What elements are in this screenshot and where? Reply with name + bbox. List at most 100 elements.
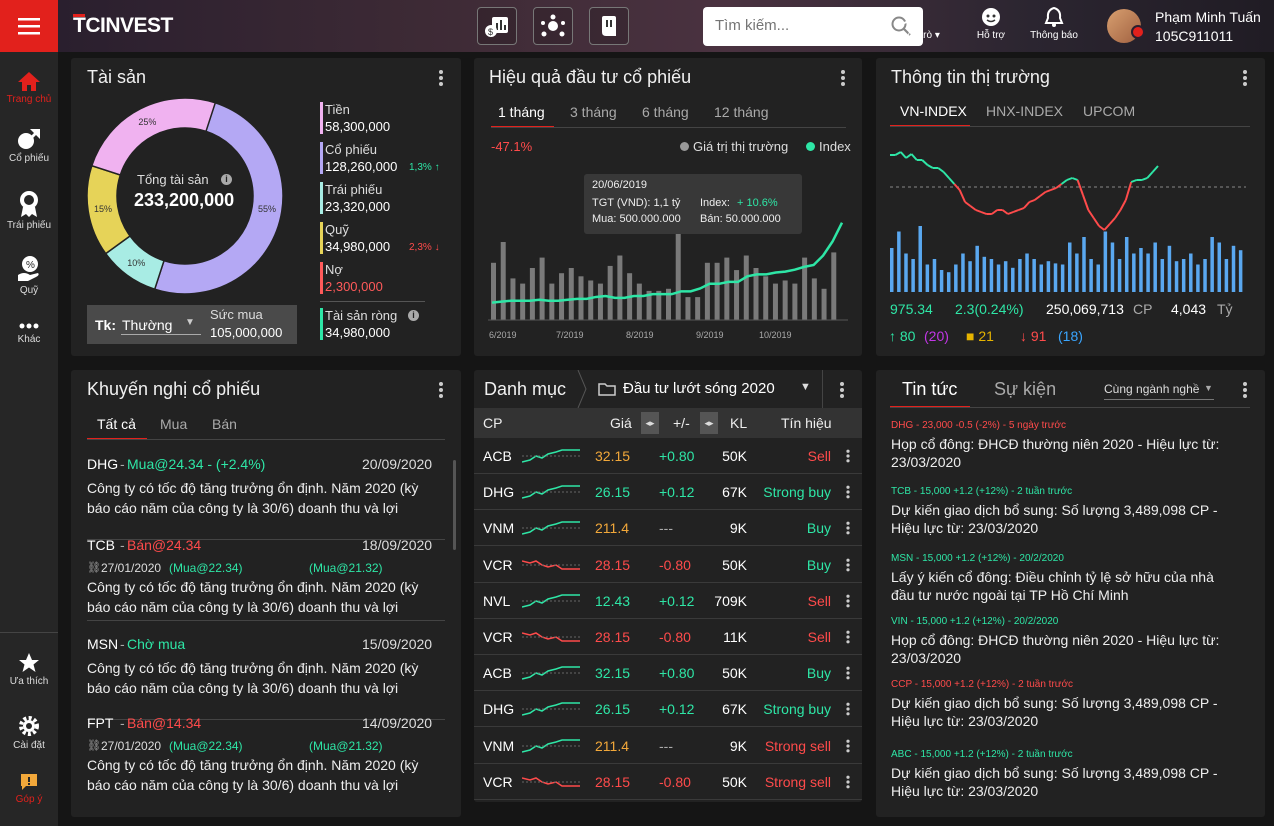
info-icon[interactable]: i bbox=[408, 310, 419, 321]
table-row[interactable]: VNM 211.4 --- 9K Strong sell bbox=[474, 728, 862, 764]
account-type-select[interactable]: Thường ▼ bbox=[121, 313, 201, 335]
sidebar-item-bonds[interactable]: Trái phiếu bbox=[0, 190, 58, 231]
table-row[interactable]: VCR 28.15 -0.80 50K Strong sell bbox=[474, 764, 862, 800]
news-item[interactable]: ABC - 15,000 +1.2 (+12%) - 2 tuần trước D… bbox=[891, 749, 1221, 800]
column-header-price[interactable]: Giá bbox=[610, 415, 632, 431]
news-headline[interactable]: Dự kiến giao dịch bổ sung: Số lượng 3,48… bbox=[891, 765, 1218, 799]
tab-vn-index[interactable]: VN-INDEX bbox=[900, 103, 967, 119]
more-options-icon[interactable] bbox=[835, 68, 851, 88]
row-options-icon[interactable] bbox=[842, 738, 855, 754]
search-box[interactable] bbox=[703, 7, 923, 46]
portfolio-select[interactable]: Đầu tư lướt sóng 2020 ▼ bbox=[596, 376, 816, 404]
sidebar-item-home[interactable]: Trang chủ bbox=[0, 70, 58, 105]
recommendation-item[interactable]: DHG - Mua@24.34 - (+2.4%) 20/09/2020 Công ty… bbox=[87, 456, 445, 540]
row-options-icon[interactable] bbox=[842, 520, 855, 536]
support-button[interactable]: Hỗ trợ bbox=[966, 6, 1016, 41]
donut-slice[interactable] bbox=[90, 98, 217, 176]
tab-sell[interactable]: Bán bbox=[212, 416, 237, 432]
news-headline[interactable]: Dự kiến giao dịch bổ sung: Số lượng 3,48… bbox=[891, 695, 1218, 729]
column-header-change[interactable]: +/- bbox=[673, 415, 690, 431]
table-row[interactable]: VCR 28.15 -0.80 11K Sell bbox=[474, 619, 862, 655]
info-icon[interactable]: i bbox=[221, 174, 232, 185]
tab-6-months[interactable]: 6 tháng bbox=[642, 104, 689, 120]
row-options-icon[interactable] bbox=[842, 448, 855, 464]
donut-slice[interactable] bbox=[153, 98, 284, 294]
advisor-button[interactable] bbox=[533, 7, 573, 45]
role-selector[interactable]: Chọn vai trò ▾ bbox=[874, 6, 944, 41]
tab-events[interactable]: Sự kiện bbox=[994, 379, 1057, 399]
news-item[interactable]: TCB - 15,000 +1.2 (+12%) - 2 tuần trước D… bbox=[891, 486, 1221, 537]
scrollbar[interactable] bbox=[453, 460, 456, 550]
row-options-icon[interactable] bbox=[842, 701, 855, 717]
news-item[interactable]: VIN - 15,000 +1.2 (+12%) - 20/2/2020 Họp … bbox=[891, 616, 1221, 667]
avatar-badge bbox=[1131, 25, 1145, 39]
column-header-cp[interactable]: CP bbox=[483, 415, 503, 431]
sidebar-item-more[interactable]: Khác bbox=[0, 320, 58, 345]
sparkline bbox=[522, 485, 580, 499]
cell-change: -0.80 bbox=[659, 556, 691, 573]
sidebar-item-settings[interactable]: Cài đặt bbox=[0, 714, 58, 751]
row-options-icon[interactable] bbox=[842, 629, 855, 645]
sidebar-item-stocks[interactable]: Cổ phiếu bbox=[0, 127, 58, 164]
order-button[interactable] bbox=[589, 7, 629, 45]
more-options-icon[interactable] bbox=[433, 380, 449, 400]
table-row[interactable]: DHG 26.15 +0.12 67K Strong buy bbox=[474, 474, 862, 511]
column-header-signal[interactable]: Tín hiệu bbox=[781, 415, 832, 431]
table-row[interactable]: ACB 32.15 +0.80 50K Sell bbox=[474, 438, 862, 474]
index-line-segment bbox=[1050, 187, 1057, 191]
tab-upcom[interactable]: UPCOM bbox=[1083, 103, 1136, 119]
column-resize-handle[interactable]: ◂▸ bbox=[641, 412, 659, 434]
news-headline[interactable]: Họp cổ đông: ĐHCĐ thường niên 2020 - Hiệ… bbox=[891, 632, 1220, 666]
column-resize-handle[interactable]: ◂▸ bbox=[700, 412, 718, 434]
row-options-icon[interactable] bbox=[842, 557, 855, 573]
sidebar-item-funds[interactable]: % Quỹ bbox=[0, 255, 58, 296]
table-row[interactable]: ACB 32.15 +0.80 50K Buy bbox=[474, 655, 862, 692]
table-row[interactable]: NVL 12.43 +0.12 709K Sell bbox=[474, 583, 862, 619]
row-options-icon[interactable] bbox=[842, 774, 855, 790]
news-headline[interactable]: Họp cổ đông: ĐHCĐ thường niên 2020 - Hiệ… bbox=[891, 436, 1220, 470]
industry-filter-select[interactable]: Cùng ngành nghề ▼ bbox=[1104, 380, 1214, 400]
news-meta: DHG - 23,000 -0.5 (-2%) - 5 ngày trước bbox=[891, 420, 1066, 431]
more-options-icon[interactable] bbox=[1237, 68, 1253, 88]
news-headline[interactable]: Lấy ý kiến cổ đông: Điều chỉnh tỷ lệ sở … bbox=[891, 569, 1214, 603]
row-options-icon[interactable] bbox=[842, 484, 855, 500]
table-row[interactable]: DHG 26.15 +0.12 67K Strong buy bbox=[474, 691, 862, 728]
more-options-icon[interactable] bbox=[1237, 380, 1253, 400]
news-item[interactable]: DHG - 23,000 -0.5 (-2%) - 5 ngày trước Họ… bbox=[891, 420, 1221, 471]
history-action: (Mua@21.32) bbox=[309, 739, 383, 753]
more-options-icon[interactable] bbox=[834, 380, 850, 400]
column-header-volume[interactable]: KL bbox=[730, 415, 748, 431]
more-options-icon[interactable] bbox=[433, 68, 449, 88]
market-report-button[interactable]: $ bbox=[477, 7, 517, 45]
menu-button[interactable] bbox=[0, 0, 58, 52]
search-icon[interactable] bbox=[891, 16, 911, 36]
recommendation-action: Mua@24.34 - (+2.4%) bbox=[127, 456, 266, 472]
index-line-segment bbox=[1055, 183, 1063, 189]
index-line-segment bbox=[899, 151, 907, 159]
table-row[interactable]: VCR 28.15 -0.80 50K Buy bbox=[474, 547, 862, 583]
index-line-segment bbox=[1023, 201, 1031, 209]
tab-12-months[interactable]: 12 tháng bbox=[714, 104, 769, 120]
news-item[interactable]: CCP - 15,000 +1.2 (+12%) - 2 tuần trước D… bbox=[891, 679, 1221, 730]
cell-signal: Strong sell bbox=[764, 773, 831, 790]
row-options-icon[interactable] bbox=[842, 593, 855, 609]
table-row[interactable]: VNM 211.4 --- 9K Buy bbox=[474, 510, 862, 547]
tab-3-months[interactable]: 3 tháng bbox=[570, 104, 617, 120]
search-input[interactable] bbox=[715, 17, 885, 34]
sidebar-item-favorites[interactable]: Ưa thích bbox=[0, 652, 58, 687]
history-action: (Mua@21.32) bbox=[309, 561, 383, 575]
volume-bar bbox=[897, 231, 901, 292]
recommendation-item[interactable]: MSN - Chờ mua 15/09/2020 Công ty có tốc độ t… bbox=[87, 636, 445, 720]
sidebar-item-feedback[interactable]: Góp ý bbox=[0, 772, 58, 805]
notification-button[interactable]: Thông báo bbox=[1024, 6, 1084, 41]
tab-1-month[interactable]: 1 tháng bbox=[498, 104, 545, 120]
tab-hnx-index[interactable]: HNX-INDEX bbox=[986, 103, 1064, 119]
tab-news[interactable]: Tin tức bbox=[902, 379, 958, 399]
tab-buy[interactable]: Mua bbox=[160, 416, 188, 432]
row-options-icon[interactable] bbox=[842, 665, 855, 681]
news-item[interactable]: MSN - 15,000 +1.2 (+12%) - 20/2/2020 Lấy … bbox=[891, 553, 1221, 604]
news-headline[interactable]: Dự kiến giao dịch bổ sung: Số lượng 3,48… bbox=[891, 502, 1218, 536]
recommendation-item[interactable]: FPT - Bán@14.34 14/09/2020 ⛓ 27/01/2020 (Mua@2… bbox=[87, 715, 445, 795]
tab-all[interactable]: Tất cả bbox=[97, 416, 136, 432]
recommendation-item[interactable]: TCB - Bán@24.34 18/09/2020 ⛓ 27/01/2020 (Mua@2… bbox=[87, 537, 445, 621]
